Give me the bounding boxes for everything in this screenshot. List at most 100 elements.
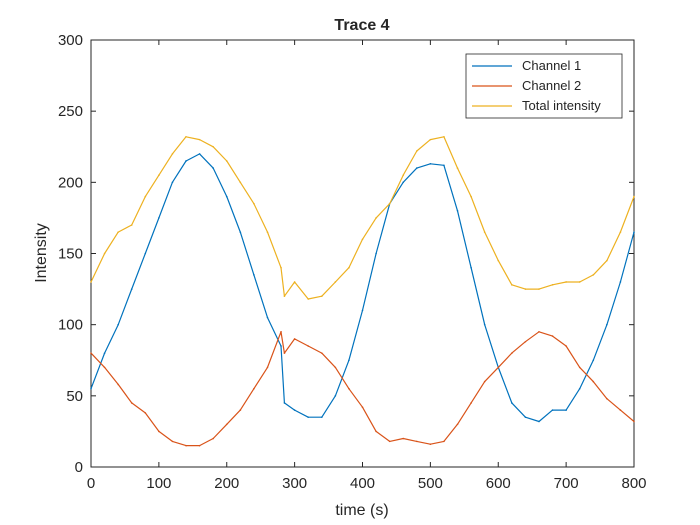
data-point [198,153,201,155]
data-point [429,163,432,165]
data-point [578,387,581,390]
data-point [592,274,595,276]
data-point [283,352,286,354]
data-point [538,330,540,333]
data-point [198,138,201,141]
data-point [253,274,255,276]
data-point [130,402,133,404]
data-point [578,366,581,369]
data-point [103,252,106,255]
data-point [283,295,286,298]
data-point [524,416,527,418]
data-point [606,323,608,326]
data-point [348,387,350,390]
x-tick-label: 200 [214,475,239,492]
legend-label-1: Channel 1 [522,58,581,73]
data-point [565,409,567,411]
x-axis-label: time (s) [335,502,388,519]
data-point [293,409,296,411]
x-axis: 0 100 200 300 400 500 600 700 800 [87,40,647,492]
data-point [280,345,282,347]
data-point [402,174,405,177]
data-point [483,380,486,383]
data-point [592,359,595,362]
data-point [443,135,445,138]
data-point [117,383,119,386]
data-point [130,224,133,226]
series-line-3 [90,136,635,300]
data-point [158,174,160,177]
data-point [443,440,445,443]
data-point [416,167,418,169]
data-point [239,231,242,233]
data-point [171,440,174,443]
data-point [90,281,92,283]
data-point [470,195,472,198]
data-point [266,231,269,233]
data-point [266,366,269,369]
data-point [144,412,147,414]
data-point [443,164,445,167]
data-point [606,259,608,262]
data-point [538,420,540,423]
data-point [375,217,377,219]
data-point [307,298,310,300]
data-point [375,430,377,433]
legend-label-2: Channel 2 [522,78,581,93]
data-point [633,420,635,423]
data-point [416,150,418,152]
y-tick-label: 100 [58,317,83,334]
data-point [497,366,500,369]
x-tick-label: 800 [621,475,646,492]
data-point [619,231,622,233]
data-point [402,181,405,184]
data-point [551,409,554,411]
data-point [483,323,486,326]
data-point [185,444,187,447]
data-point [416,440,418,443]
data-point [144,252,147,255]
data-point [171,153,174,155]
data-point [524,288,527,290]
data-point [144,195,147,198]
data-point [429,138,432,141]
data-point [619,281,622,283]
data-point [511,284,513,286]
data-point [103,352,106,354]
chart-title: Trace 4 [334,17,389,34]
data-point [524,340,527,343]
data-point [320,295,323,298]
series-layer [90,135,635,447]
data-point [90,387,92,390]
legend: Channel 1 Channel 2 Total intensity [465,53,623,119]
data-point [361,309,364,312]
data-point [198,444,201,447]
data-point [633,231,635,233]
y-axis: 0 50 100 150 200 250 300 [58,32,634,476]
data-point [212,145,214,148]
data-point [239,409,242,411]
series-line-1 [90,153,635,423]
data-point [239,181,242,184]
data-point [551,335,554,337]
data-point [538,288,540,290]
data-point [551,284,554,286]
data-point [565,345,567,347]
x-tick-label: 600 [486,475,511,492]
x-tick-label: 400 [350,475,375,492]
data-point [565,281,567,283]
y-tick-label: 150 [58,246,83,263]
data-point [320,352,323,354]
data-point [225,195,228,198]
data-point [90,352,92,354]
data-point [320,416,323,418]
data-point [225,423,228,426]
data-point [293,281,296,283]
data-point [253,387,255,390]
data-point [307,345,310,347]
data-point [117,323,119,326]
data-point [171,181,174,184]
data-point [293,338,296,340]
y-axis-label: Intensity [33,223,50,283]
data-point [307,416,310,418]
